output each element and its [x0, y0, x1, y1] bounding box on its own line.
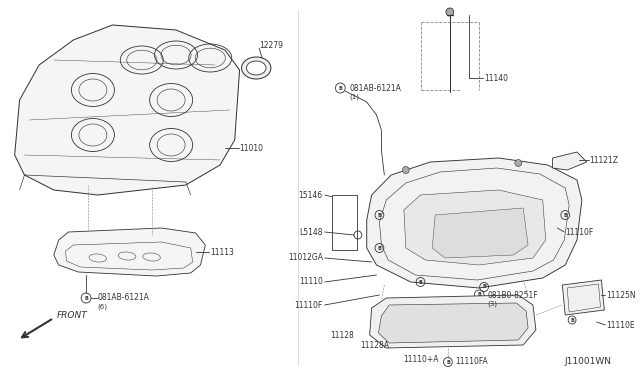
Polygon shape [378, 303, 528, 343]
Text: B: B [570, 317, 574, 323]
Text: B: B [482, 285, 486, 289]
Text: 11012GA: 11012GA [288, 253, 323, 263]
Text: B: B [378, 246, 381, 250]
Polygon shape [432, 208, 528, 258]
Text: L5148: L5148 [300, 228, 323, 237]
Text: 081AB-6121A: 081AB-6121A [98, 294, 150, 302]
Text: B: B [477, 292, 481, 298]
Polygon shape [15, 25, 239, 195]
Text: 11128: 11128 [330, 330, 354, 340]
Circle shape [515, 160, 522, 167]
Bar [333, 195, 357, 250]
Text: 11121Z: 11121Z [589, 155, 619, 164]
Text: 11110FA: 11110FA [455, 357, 488, 366]
Circle shape [446, 8, 454, 16]
Text: 081AB-6121A: 081AB-6121A [349, 83, 401, 93]
Text: (1): (1) [349, 94, 359, 100]
Ellipse shape [241, 57, 271, 79]
Text: B: B [419, 279, 422, 285]
Text: 11125N: 11125N [606, 291, 636, 299]
Text: 081B0-8251F: 081B0-8251F [487, 291, 538, 299]
Text: B: B [378, 212, 381, 218]
Text: 11010: 11010 [239, 144, 264, 153]
Text: 12279: 12279 [259, 41, 283, 49]
Text: 11140: 11140 [484, 74, 508, 83]
Text: 11113: 11113 [211, 247, 234, 257]
Polygon shape [404, 190, 546, 265]
Ellipse shape [246, 61, 266, 75]
Polygon shape [563, 280, 604, 315]
Polygon shape [367, 158, 582, 288]
Text: 11110F: 11110F [565, 228, 593, 237]
Text: B: B [84, 295, 88, 301]
Text: 11110E: 11110E [606, 321, 635, 330]
Text: 11110F: 11110F [294, 301, 323, 310]
Text: 11110: 11110 [299, 278, 323, 286]
Text: 11128A: 11128A [360, 340, 389, 350]
Text: J11001WN: J11001WN [564, 357, 611, 366]
Polygon shape [54, 228, 205, 276]
Text: 11110+A: 11110+A [403, 356, 438, 365]
Text: 15146: 15146 [299, 190, 323, 199]
Text: (6): (6) [98, 304, 108, 310]
Polygon shape [552, 152, 587, 170]
Text: B: B [563, 212, 567, 218]
Circle shape [403, 167, 409, 173]
Text: B: B [339, 86, 342, 90]
Text: B: B [446, 359, 450, 365]
Text: FRONT: FRONT [57, 311, 88, 320]
Polygon shape [370, 295, 536, 348]
Text: (3): (3) [487, 301, 497, 307]
